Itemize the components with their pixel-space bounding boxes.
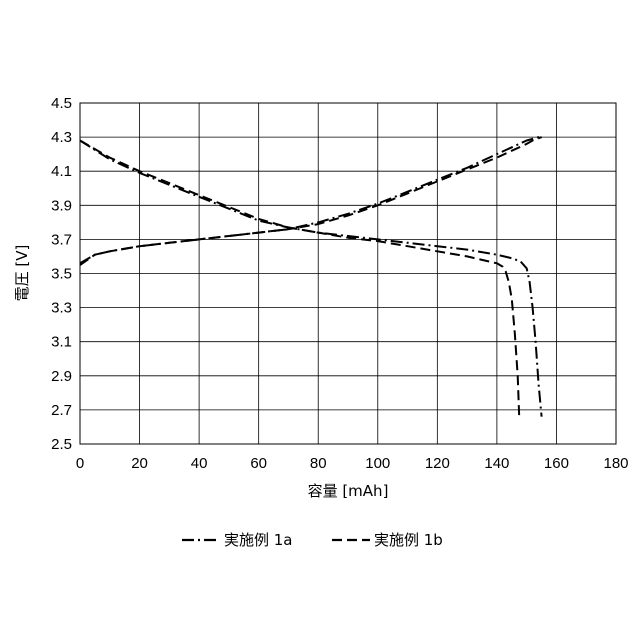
legend-label-1b: 実施例 1b	[374, 531, 443, 549]
y-tick-label: 2.9	[51, 368, 72, 385]
legend: 実施例 1a 実施例 1b	[182, 531, 443, 549]
legend-label-1a: 実施例 1a	[224, 531, 293, 549]
x-tick-label: 140	[484, 455, 509, 472]
y-tick-label: 3.3	[51, 300, 72, 317]
x-tick-label: 180	[603, 455, 628, 472]
x-tick-label: 160	[544, 455, 569, 472]
y-axis-title: 電圧 [V]	[13, 245, 31, 302]
x-tick-label: 100	[365, 455, 390, 472]
x-axis-title: 容量 [mAh]	[308, 482, 389, 500]
x-tick-label: 80	[310, 455, 327, 472]
y-tick-label: 3.1	[51, 334, 72, 351]
y-tick-label: 3.9	[51, 197, 72, 214]
y-tick-labels: 2.5 2.7 2.9 3.1 3.3 3.5 3.7 3.9 4.1 4.3 4.5	[51, 95, 72, 453]
x-tick-label: 60	[250, 455, 267, 472]
y-tick-label: 2.7	[51, 402, 72, 419]
y-tick-label: 3.5	[51, 266, 72, 283]
y-tick-label: 3.7	[51, 231, 72, 248]
x-tick-label: 40	[191, 455, 208, 472]
y-tick-label: 4.1	[51, 163, 72, 180]
y-tick-label: 4.3	[51, 129, 72, 146]
x-tick-label: 120	[425, 455, 450, 472]
y-tick-label: 4.5	[51, 95, 72, 112]
y-tick-label: 2.5	[51, 436, 72, 453]
x-tick-label: 20	[131, 455, 148, 472]
x-tick-labels: 0 20 40 60 80 100 120 140 160 180	[76, 455, 629, 472]
x-tick-label: 0	[76, 455, 84, 472]
